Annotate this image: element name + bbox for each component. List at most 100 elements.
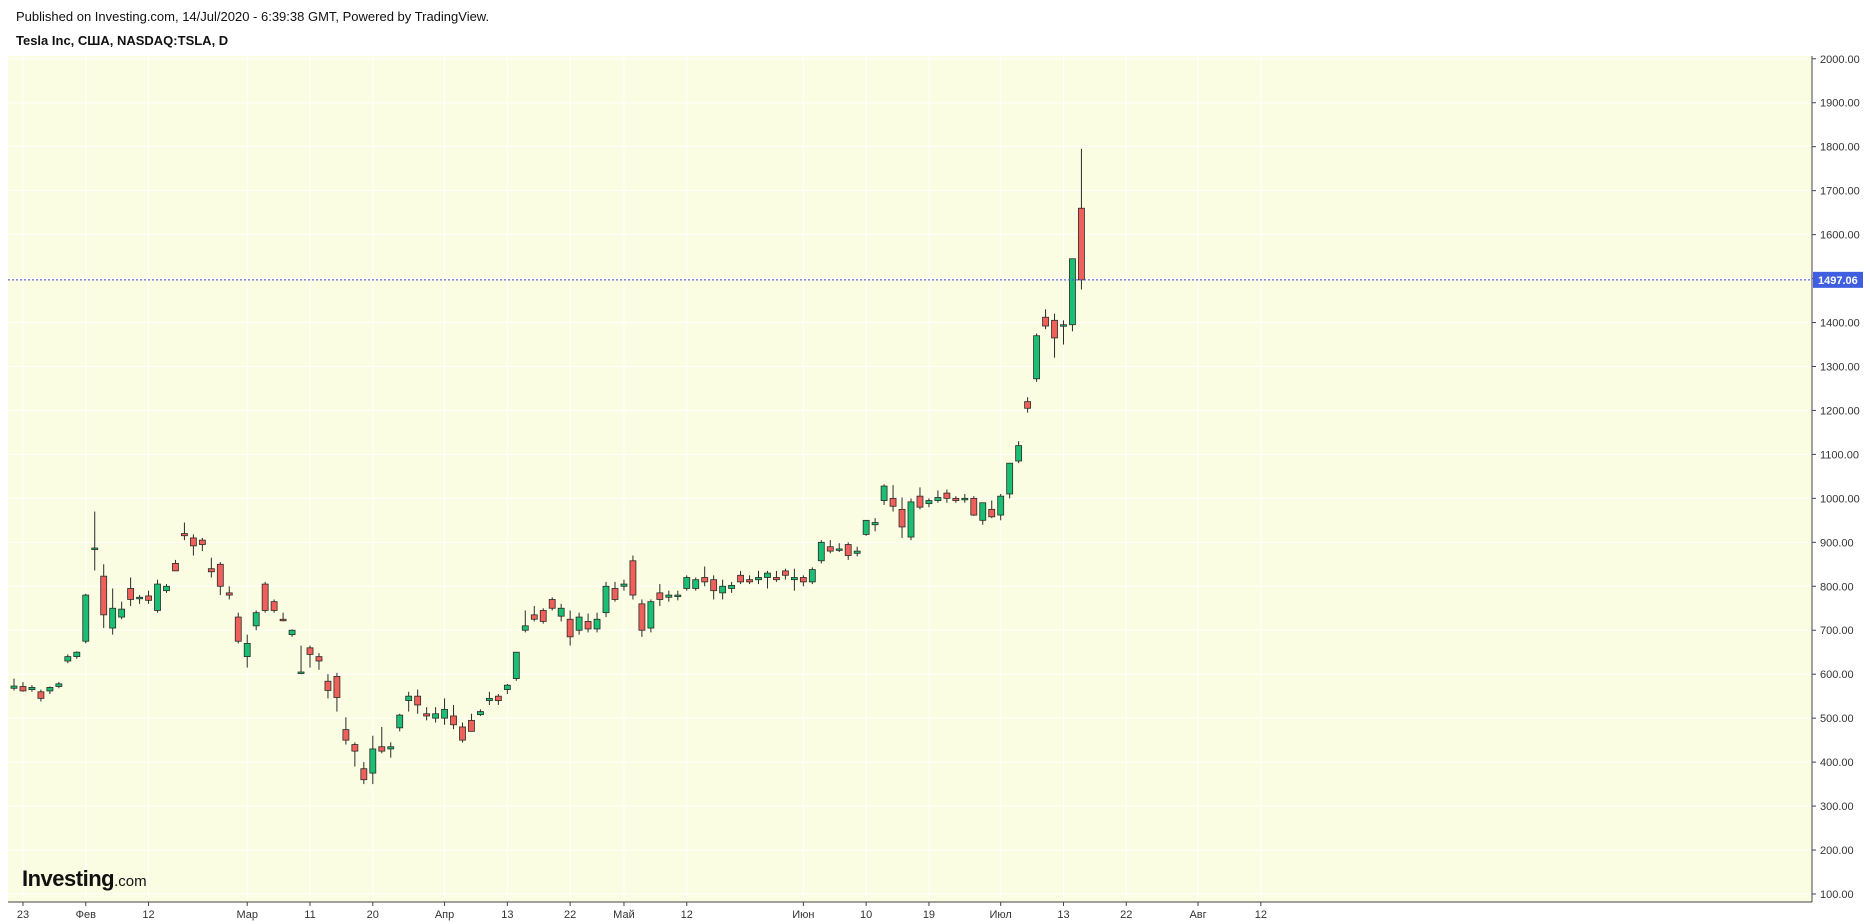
candle	[710, 575, 718, 600]
candle-body	[396, 714, 404, 729]
candle-body	[782, 570, 789, 576]
candle-body	[342, 729, 350, 741]
candle	[288, 629, 296, 637]
candle	[808, 567, 816, 585]
candle-body	[64, 656, 72, 662]
candle-body	[683, 577, 691, 589]
y-tick-label: 1700.00	[1820, 186, 1860, 198]
investing-logo: Investing.com	[22, 866, 147, 892]
candle-body	[611, 588, 619, 600]
candle-body	[1033, 335, 1040, 380]
candle-body	[1051, 319, 1058, 339]
candle	[297, 645, 305, 675]
candle-body	[629, 560, 637, 596]
candle	[387, 742, 395, 758]
candle	[396, 713, 404, 732]
candle-body	[521, 625, 529, 631]
candle	[934, 490, 942, 503]
candle	[351, 742, 359, 767]
candle-body	[234, 616, 242, 642]
vertical-gridlines	[22, 56, 1262, 902]
candle	[719, 579, 727, 600]
candle	[450, 704, 457, 730]
candle	[100, 564, 108, 629]
candle	[566, 610, 574, 646]
candle-body	[548, 599, 556, 609]
candle-body	[19, 686, 27, 692]
candle	[620, 579, 628, 591]
candle-body	[100, 575, 108, 616]
candle	[136, 595, 143, 604]
candle	[826, 540, 834, 554]
candle	[853, 546, 861, 557]
candle-body	[889, 497, 897, 507]
candle-body	[647, 601, 655, 629]
candle	[216, 562, 224, 596]
candle	[638, 599, 646, 637]
candle	[163, 584, 170, 593]
candle-body	[297, 671, 305, 674]
candle	[898, 497, 906, 538]
candle	[575, 612, 583, 635]
candle-body	[459, 726, 466, 741]
y-tick-label: 900.00	[1820, 537, 1854, 549]
logo-main: Investing	[22, 866, 115, 891]
y-tick-label: 1300.00	[1820, 361, 1860, 373]
candle-body	[943, 492, 951, 499]
candle	[432, 707, 439, 723]
y-tick-label: 700.00	[1820, 625, 1854, 637]
x-tick-label: 23	[17, 909, 29, 921]
candle	[369, 735, 377, 785]
candle-body	[387, 746, 395, 750]
candle-body	[835, 548, 843, 551]
candle	[270, 599, 278, 613]
candle	[611, 581, 619, 602]
y-tick-label: 300.00	[1820, 801, 1854, 813]
candle-body	[37, 691, 45, 699]
candle-body	[961, 497, 969, 501]
candle-body	[333, 675, 341, 698]
candle-body	[405, 695, 413, 701]
candle	[1060, 320, 1067, 345]
candle-body	[692, 579, 700, 589]
candle	[1069, 258, 1076, 332]
candle-body	[118, 608, 126, 618]
candle-body	[728, 585, 735, 589]
candle	[584, 613, 592, 633]
candle	[64, 654, 72, 664]
time-axis-ticks: 23 Фев 12 Мар 11 20 Апр 13 22 Май 12 Июн 10 19 Июл 13 22…	[17, 902, 1267, 921]
candle	[109, 588, 117, 635]
y-tick-label: 2000.00	[1820, 54, 1860, 66]
candle-body	[880, 485, 888, 501]
candle-body	[82, 594, 90, 642]
published-info: Published on Investing.com, 14/Jul/2020 …	[16, 9, 490, 24]
candle-body	[494, 695, 502, 701]
x-tick-label: Фев	[76, 909, 96, 921]
candle	[1015, 441, 1023, 464]
candle-body	[773, 577, 780, 581]
candle-body	[853, 550, 861, 554]
candle-body	[145, 595, 152, 601]
candle	[28, 685, 36, 692]
candle-body	[279, 618, 287, 622]
candle	[889, 485, 897, 512]
candle-body	[486, 697, 493, 701]
candle	[423, 707, 431, 721]
candle-body	[414, 695, 422, 706]
candle	[701, 566, 709, 587]
x-tick-label: 22	[564, 909, 576, 921]
candle-body	[808, 569, 816, 583]
candle-body	[934, 497, 942, 501]
candle	[683, 575, 691, 591]
y-tick-label: 1400.00	[1820, 318, 1860, 330]
x-tick-label: 12	[681, 909, 693, 921]
candle-body	[503, 684, 511, 690]
candle	[871, 518, 879, 532]
candle-body	[306, 647, 314, 655]
candle	[252, 610, 260, 631]
candle-body	[441, 708, 448, 719]
candle-body	[719, 585, 727, 594]
candle	[656, 584, 664, 607]
candles	[10, 148, 1085, 785]
candle	[503, 683, 511, 694]
